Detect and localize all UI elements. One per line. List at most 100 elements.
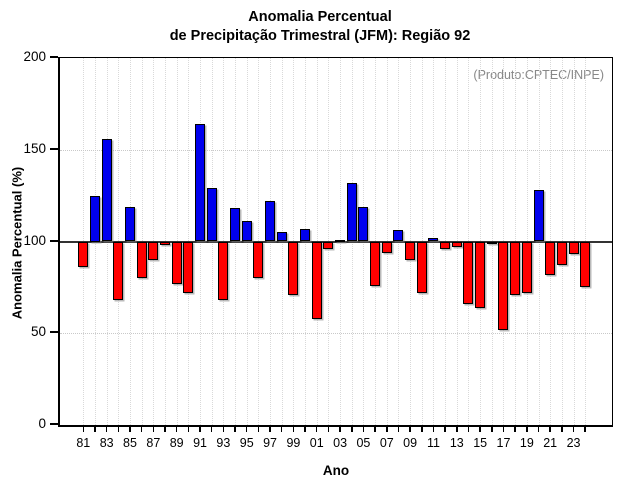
bar-year-97: [265, 201, 276, 242]
x-axis-tick-label: 87: [146, 436, 161, 450]
bar-year-93: [218, 241, 229, 301]
x-axis-tick-label: 05: [356, 436, 371, 450]
x-axis-tick: [549, 426, 551, 432]
bar-year-12: [440, 241, 451, 249]
bar-year-87: [148, 241, 159, 260]
y-axis-tick-label: 50: [30, 324, 46, 340]
x-axis-tick-label: 81: [76, 436, 91, 450]
bar-year-16: [486, 241, 497, 244]
chart-title: Anomalia Percentual de Precipitação Trim…: [0, 8, 640, 46]
chart-title-line1: Anomalia Percentual: [248, 9, 392, 25]
x-axis-tick: [537, 426, 540, 432]
bar-year-09: [405, 241, 416, 260]
x-axis-tick: [421, 426, 423, 432]
x-axis-tick: [491, 426, 493, 432]
x-axis-tick-label: 19: [519, 436, 534, 450]
bar-year-98: [276, 232, 287, 242]
bar-year-06: [370, 241, 381, 286]
x-axis-tick: [479, 426, 481, 432]
x-axis-tick-label: 93: [216, 436, 231, 450]
x-axis-tick: [432, 426, 435, 432]
x-axis-tick-label: 07: [379, 436, 394, 450]
bar-year-81: [78, 241, 89, 268]
bar-year-02: [323, 241, 334, 249]
y-axis-tick: [50, 331, 58, 334]
bar-year-86: [136, 241, 147, 279]
y-axis-tick-label: 100: [23, 232, 46, 248]
baseline-100: [60, 241, 612, 243]
bar-year-20: [533, 190, 544, 242]
x-axis-tick: [152, 426, 155, 432]
x-axis-tick-label: 15: [473, 436, 488, 450]
x-axis-tick-label: 11: [426, 436, 440, 450]
x-axis-tick: [339, 426, 341, 432]
x-axis-tick: [210, 426, 213, 432]
bar-year-22: [556, 241, 567, 266]
y-axis-tick: [50, 239, 58, 242]
x-axis-tick: [397, 426, 400, 432]
bar-year-89: [171, 241, 182, 284]
bar-year-21: [545, 241, 556, 275]
bar-year-82: [89, 195, 100, 242]
y-axis-tick: [50, 56, 58, 58]
x-axis-tick: [257, 426, 260, 432]
bar-year-19: [521, 241, 532, 293]
x-axis-tick: [117, 426, 120, 432]
x-axis-tick-label: 89: [169, 436, 184, 450]
x-axis-tick: [245, 426, 248, 432]
x-axis-tick-label: 09: [403, 436, 418, 450]
x-axis-tick: [572, 426, 575, 432]
x-axis-tick: [362, 426, 365, 432]
bar-year-24: [580, 241, 591, 288]
x-axis-tick: [315, 426, 318, 432]
bar-year-07: [381, 241, 392, 253]
bar-year-14: [463, 241, 474, 304]
x-axis-tick: [280, 426, 283, 432]
x-axis-tick: [327, 426, 330, 432]
x-axis-tick: [409, 426, 411, 432]
x-axis-tick: [444, 426, 446, 432]
x-axis-tick: [164, 426, 166, 432]
x-axis-tick-label: 01: [309, 436, 324, 450]
x-axis-tick-label: 23: [566, 436, 581, 450]
bar-year-88: [160, 241, 170, 246]
bar-year-00: [300, 228, 311, 242]
x-axis-tick-label: 83: [99, 436, 114, 450]
bar-year-83: [101, 138, 112, 242]
x-axis-tick: [222, 426, 225, 432]
x-axis-tick: [234, 426, 236, 432]
x-axis-tick-label: 97: [263, 436, 277, 450]
x-axis-tick: [386, 426, 388, 432]
chart-title-line2: de Precipitação Trimestral (JFM): Região…: [169, 28, 471, 44]
x-axis-tick-label: 17: [496, 436, 511, 450]
bar-year-08: [393, 230, 404, 242]
horizontal-gridline: [60, 149, 612, 151]
x-axis-tick-label: 91: [193, 436, 207, 450]
x-axis-tick: [456, 426, 458, 432]
x-axis-tick: [374, 426, 376, 432]
x-axis-tick: [140, 426, 143, 432]
x-axis-tick: [175, 426, 178, 432]
bar-year-91: [195, 124, 206, 242]
bar-year-10: [416, 241, 427, 293]
bar-year-95: [241, 221, 252, 242]
bar-year-85: [124, 206, 135, 242]
bar-year-96: [253, 241, 264, 279]
x-axis-tick: [269, 426, 271, 432]
x-axis-tick: [199, 426, 201, 432]
x-axis-tick: [105, 426, 108, 432]
bar-year-17: [498, 241, 509, 330]
x-axis-tick-label: 99: [286, 436, 301, 450]
x-axis-label: Ano: [322, 463, 350, 478]
x-axis-tick: [129, 426, 131, 432]
bar-year-03: [335, 239, 346, 242]
x-axis-tick: [304, 426, 306, 432]
x-axis-tick-label: 03: [333, 436, 348, 450]
bar-year-15: [475, 241, 486, 308]
y-axis-tick: [50, 147, 58, 150]
x-axis-tick: [514, 426, 516, 432]
bar-year-84: [113, 241, 124, 301]
y-axis-tick-label: 150: [23, 140, 46, 156]
x-axis-tick: [502, 426, 505, 432]
bar-year-13: [451, 241, 462, 247]
